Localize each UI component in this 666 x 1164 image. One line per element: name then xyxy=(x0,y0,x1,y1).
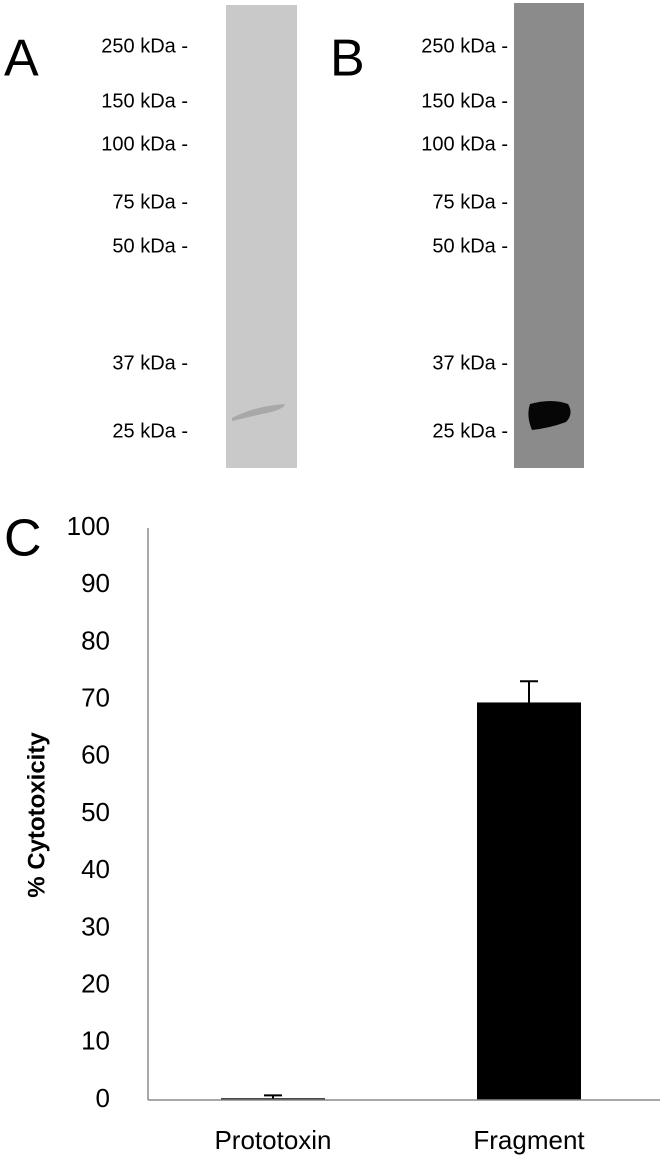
y-tick-label: 70 xyxy=(81,682,110,712)
y-tick-label: 50 xyxy=(81,797,110,827)
y-tick-label: 30 xyxy=(81,911,110,941)
y-axis-label: % Cytotoxicity xyxy=(23,732,50,898)
marker-label: 150 kDa - xyxy=(101,90,188,112)
x-tick-label: Fragment xyxy=(473,1125,585,1155)
blot-band-a xyxy=(232,404,285,421)
marker-label: 50 kDa - xyxy=(432,235,508,257)
error-bar xyxy=(520,680,538,703)
marker-label: 75 kDa - xyxy=(112,191,188,213)
y-tick-label: 0 xyxy=(96,1083,110,1113)
y-tick-label: 60 xyxy=(81,740,110,770)
y-tick-label: 100 xyxy=(67,511,110,541)
blot-band-b xyxy=(528,401,571,430)
y-tick-label: 20 xyxy=(81,968,110,998)
marker-label: 50 kDa - xyxy=(112,235,188,257)
marker-label: 150 kDa - xyxy=(421,90,508,112)
panel-label: C xyxy=(4,510,42,568)
bar xyxy=(221,1098,325,1100)
marker-label: 25 kDa - xyxy=(432,420,508,442)
error-bar xyxy=(264,1094,282,1099)
y-tick-label: 80 xyxy=(81,625,110,655)
panel-label: A xyxy=(4,30,39,88)
marker-label: 250 kDa - xyxy=(421,35,508,57)
y-tick-label: 90 xyxy=(81,568,110,598)
marker-label: 25 kDa - xyxy=(112,420,188,442)
bar xyxy=(477,702,581,1100)
y-tick-label: 10 xyxy=(81,1026,110,1056)
marker-label: 37 kDa - xyxy=(112,352,188,374)
panel-label: B xyxy=(330,30,365,88)
blot-lane-a xyxy=(226,5,297,468)
marker-label: 37 kDa - xyxy=(432,352,508,374)
marker-label: 100 kDa - xyxy=(101,133,188,155)
marker-label: 75 kDa - xyxy=(432,191,508,213)
marker-label: 100 kDa - xyxy=(421,133,508,155)
x-tick-label: Prototoxin xyxy=(214,1125,331,1155)
blot-lane-b xyxy=(514,3,584,468)
marker-label: 250 kDa - xyxy=(101,35,188,57)
y-tick-label: 40 xyxy=(81,854,110,884)
